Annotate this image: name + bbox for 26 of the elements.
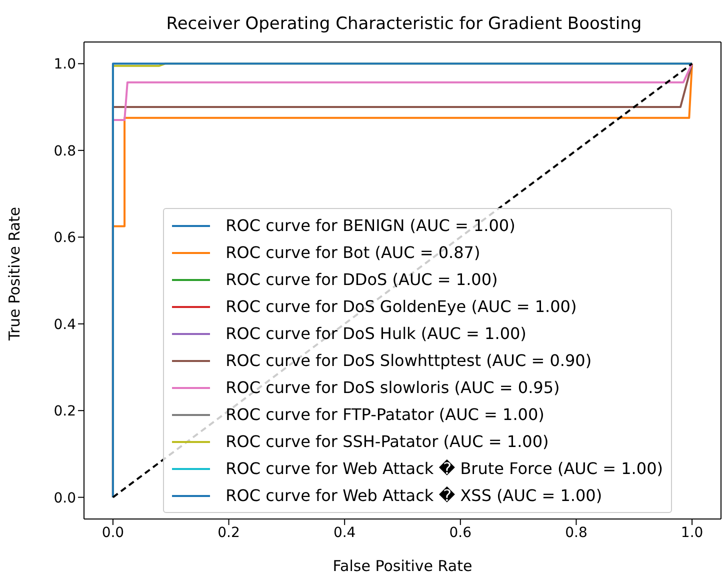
x-tick-label: 0.6: [449, 524, 472, 541]
x-tick-label: 1.0: [680, 524, 704, 541]
legend-label: ROC curve for DoS GoldenEye (AUC = 1.00): [226, 297, 577, 316]
x-tick-label: 0.4: [333, 524, 356, 541]
legend-label: ROC curve for FTP-Patator (AUC = 1.00): [226, 405, 544, 424]
legend-label: ROC curve for DoS Slowhttptest (AUC = 0.90): [226, 351, 592, 370]
x-tick-label: 0.0: [102, 524, 124, 541]
legend-label: ROC curve for BENIGN (AUC = 1.00): [226, 216, 516, 235]
y-tick-label: 1.0: [54, 56, 76, 73]
legend-label: ROC curve for DoS Hulk (AUC = 1.00): [226, 324, 526, 343]
x-tick-label: 0.2: [218, 524, 240, 541]
legend-label: ROC curve for Bot (AUC = 0.87): [226, 243, 480, 262]
x-axis-title: False Positive Rate: [332, 557, 472, 575]
legend-label: ROC curve for SSH-Patator (AUC = 1.00): [226, 432, 549, 451]
y-tick-label: 0.4: [54, 316, 76, 333]
chart-title: Receiver Operating Characteristic for Gradient Boosting: [165, 14, 643, 34]
y-tick-label: 0.8: [54, 143, 76, 160]
legend-label: ROC curve for Web Attack � XSS (AUC = 1.00): [226, 486, 602, 505]
y-tick-label: 0.6: [54, 230, 76, 246]
y-tick-label: 0.0: [54, 490, 76, 506]
legend-label: ROC curve for DoS slowloris (AUC = 0.95): [226, 378, 560, 397]
y-tick-label: 0.2: [54, 404, 76, 420]
legend-label: ROC curve for Web Attack � Brute Force (AUC = 1.00): [226, 459, 663, 478]
y-axis-title: True Positive Rate: [5, 206, 24, 342]
legend-label: ROC curve for DDoS (AUC = 1.00): [226, 270, 498, 289]
x-tick-label: 0.8: [565, 524, 588, 541]
